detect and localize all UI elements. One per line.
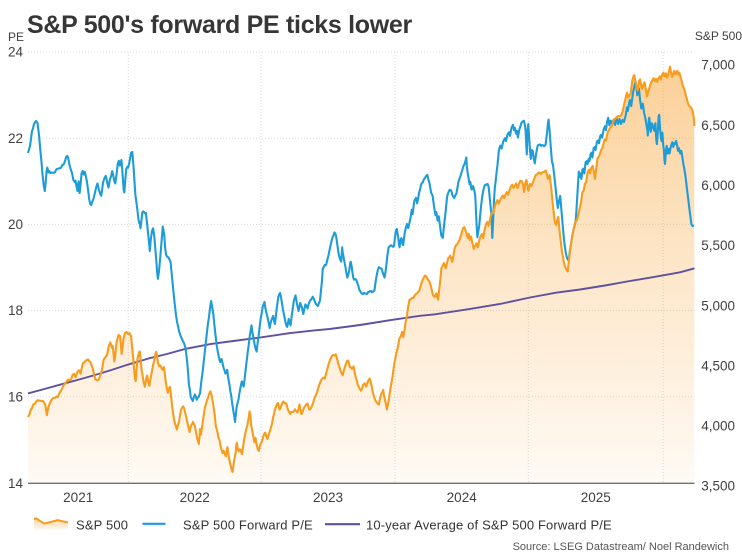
svg-text:22: 22 [8, 131, 23, 146]
svg-text:14: 14 [8, 476, 24, 491]
svg-text:6,500: 6,500 [701, 118, 735, 133]
svg-text:S&P 500: S&P 500 [76, 517, 128, 532]
svg-text:2021: 2021 [63, 490, 93, 505]
svg-text:PE: PE [8, 30, 24, 44]
svg-text:16: 16 [8, 389, 23, 404]
svg-text:5,500: 5,500 [701, 238, 735, 253]
svg-text:4,000: 4,000 [701, 419, 735, 434]
svg-text:4,500: 4,500 [701, 359, 735, 374]
svg-text:2023: 2023 [313, 490, 343, 505]
svg-text:5,000: 5,000 [701, 298, 735, 313]
svg-text:2025: 2025 [581, 490, 611, 505]
svg-text:3,500: 3,500 [701, 479, 735, 494]
svg-text:S&P 500: S&P 500 [695, 29, 742, 43]
svg-text:Source: LSEG Datastream/ Noel: Source: LSEG Datastream/ Noel Randewich [513, 541, 729, 553]
svg-text:2024: 2024 [447, 490, 478, 505]
svg-text:20: 20 [8, 217, 23, 232]
svg-text:2022: 2022 [180, 490, 210, 505]
svg-text:7,000: 7,000 [701, 58, 735, 73]
svg-text:24: 24 [8, 45, 24, 60]
svg-text:6,000: 6,000 [701, 178, 735, 193]
svg-text:18: 18 [8, 303, 23, 318]
svg-text:10-year Average of S&P 500 For: 10-year Average of S&P 500 Forward P/E [366, 517, 612, 532]
svg-text:S&P 500 Forward P/E: S&P 500 Forward P/E [183, 517, 313, 532]
